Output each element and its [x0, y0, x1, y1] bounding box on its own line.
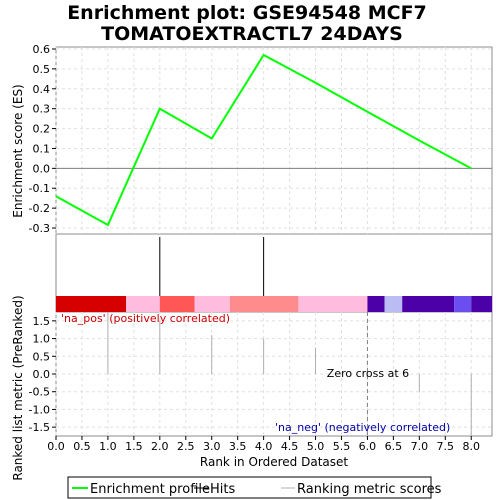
ranking-color-bar	[56, 296, 492, 312]
metric-y-tick-label: 0.0	[33, 368, 51, 381]
ranking-metric-bars	[107, 312, 472, 436]
enrichment-profile-line	[55, 53, 472, 227]
x-tick-label: 6.5	[385, 440, 403, 453]
metric-y-tick-label: 0.5	[33, 350, 51, 363]
color-bar-segment	[126, 296, 160, 312]
x-tick-label: 7.5	[437, 440, 455, 453]
color-bar-segment	[229, 296, 299, 312]
color-bar-segment	[367, 296, 385, 312]
x-tick-label: 6.0	[359, 440, 377, 453]
x-tick-label: 7.0	[411, 440, 429, 453]
color-bar-segment	[454, 296, 472, 312]
es-y-axis-label: Enrichment score (ES)	[11, 84, 25, 217]
metric-y-tick-label: -1.5	[29, 421, 50, 434]
x-axis-label: Rank in Ordered Dataset	[200, 455, 348, 469]
color-bar-segment	[384, 296, 403, 312]
es-y-tick-label: -0.2	[29, 202, 50, 215]
metric-y-tick-label: 1.5	[33, 315, 51, 328]
legend-label-0: Enrichment profile	[90, 482, 210, 497]
es-y-axis-ticks: 0.6 0.5 0.4 0.3 0.2 0.1 0.0 -0.1 -0.2 -0.3	[29, 43, 56, 235]
es-y-tick-label: 0.1	[33, 142, 51, 155]
metric-y-tick-label: -0.5	[29, 386, 50, 399]
metric-y-axis-label: Ranked list metric (PreRanked)	[11, 295, 25, 480]
zero-cross-label: Zero cross at 6	[327, 367, 409, 380]
es-y-tick-label: 0.2	[33, 123, 51, 136]
metric-y-tick-label: -1.0	[29, 403, 50, 416]
es-y-tick-label: 0.3	[33, 103, 51, 116]
es-panel-frame	[55, 46, 493, 235]
x-tick-label: 0.0	[47, 440, 65, 453]
color-bar-segment	[159, 296, 195, 312]
es-y-tick-label: 0.6	[33, 43, 51, 56]
es-y-tick-label: 0.0	[33, 162, 51, 175]
chart-title-line-2: TOMATOEXTRACTL7 24DAYS	[101, 23, 403, 45]
es-y-tick-label: 0.4	[33, 83, 51, 96]
x-tick-label: 5.0	[307, 440, 325, 453]
x-tick-label: 3.0	[203, 440, 221, 453]
es-y-tick-label: 0.5	[33, 63, 51, 76]
x-axis-ticks: 0.0 0.5 1.0 1.5 2.0 2.5 3.0 3.5 4.0 4.5 5.0 5.5 6.0 6…	[47, 436, 480, 453]
color-bar-segment	[298, 296, 368, 312]
x-tick-label: 2.0	[151, 440, 169, 453]
x-tick-label: 8.0	[462, 440, 480, 453]
hits-markers	[159, 237, 265, 296]
metric-y-axis-ticks: 1.5 1.0 0.5 0.0 -0.5 -1.0 -1.5	[29, 315, 56, 434]
chart-title-line-1: Enrichment plot: GSE94548 MCF7	[67, 2, 427, 24]
x-tick-label: 3.5	[229, 440, 247, 453]
legend-label-1: Hits	[210, 482, 235, 497]
x-tick-label: 5.5	[333, 440, 351, 453]
x-tick-label: 2.5	[177, 440, 195, 453]
enrichment-profile-series	[55, 53, 472, 227]
es-y-tick-label: -0.1	[29, 182, 50, 195]
color-bar-segment	[402, 296, 455, 312]
metric-y-tick-label: 1.0	[33, 333, 51, 346]
es-gridlines	[55, 47, 492, 234]
es-y-tick-label: -0.3	[29, 222, 50, 235]
color-bar-segment	[194, 296, 230, 312]
x-tick-label: 4.5	[281, 440, 299, 453]
x-tick-label: 1.0	[99, 440, 117, 453]
legend-box	[67, 476, 432, 499]
x-tick-label: 0.5	[73, 440, 91, 453]
negative-correlation-label: 'na_neg' (negatively correlated)	[275, 421, 450, 434]
x-tick-label: 1.5	[125, 440, 143, 453]
legend: Enrichment profile Hits Ranking metric sco…	[67, 476, 442, 499]
positive-correlation-label: 'na_pos' (positively correlated)	[61, 312, 230, 325]
color-bar-segment	[471, 296, 492, 312]
legend-label-2: Ranking metric scores	[297, 482, 442, 497]
color-bar-segment	[56, 296, 127, 312]
x-tick-label: 4.0	[255, 440, 273, 453]
